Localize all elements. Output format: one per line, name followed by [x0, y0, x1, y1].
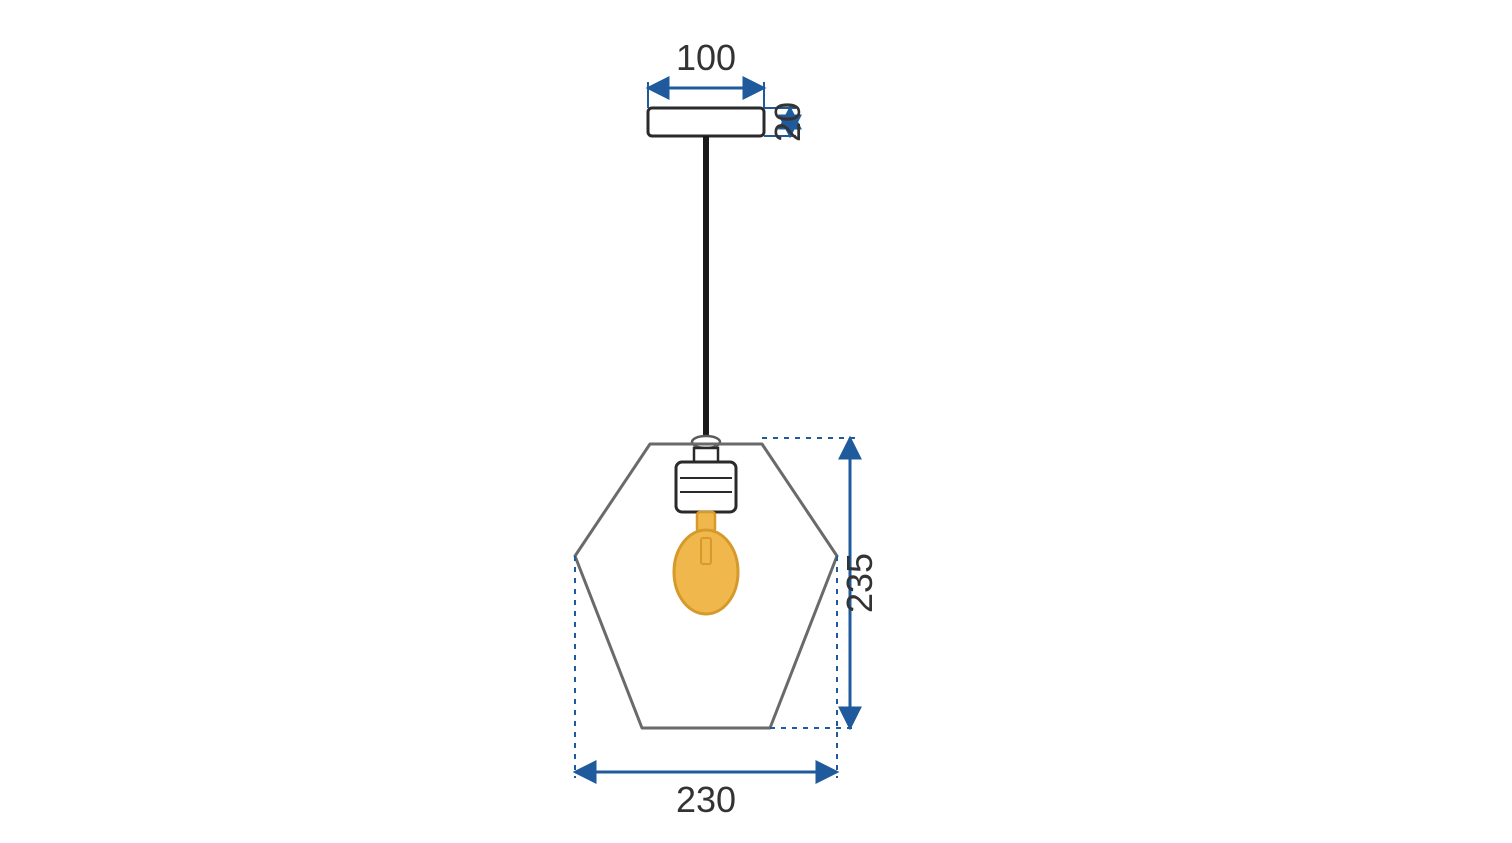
dim-shade-height-value: 235 [839, 553, 880, 613]
bulb-body [674, 530, 738, 614]
socket-body [676, 462, 736, 512]
dim-shade-width-value: 230 [676, 779, 736, 820]
pendant-lamp-dimension-diagram: 100 20 235 230 [0, 0, 1512, 843]
socket-neck [694, 448, 718, 462]
dim-canopy-height-value: 20 [767, 102, 808, 142]
shade-top-cap [692, 436, 720, 448]
dim-canopy-width-value: 100 [676, 37, 736, 78]
canopy-outline [648, 108, 764, 136]
